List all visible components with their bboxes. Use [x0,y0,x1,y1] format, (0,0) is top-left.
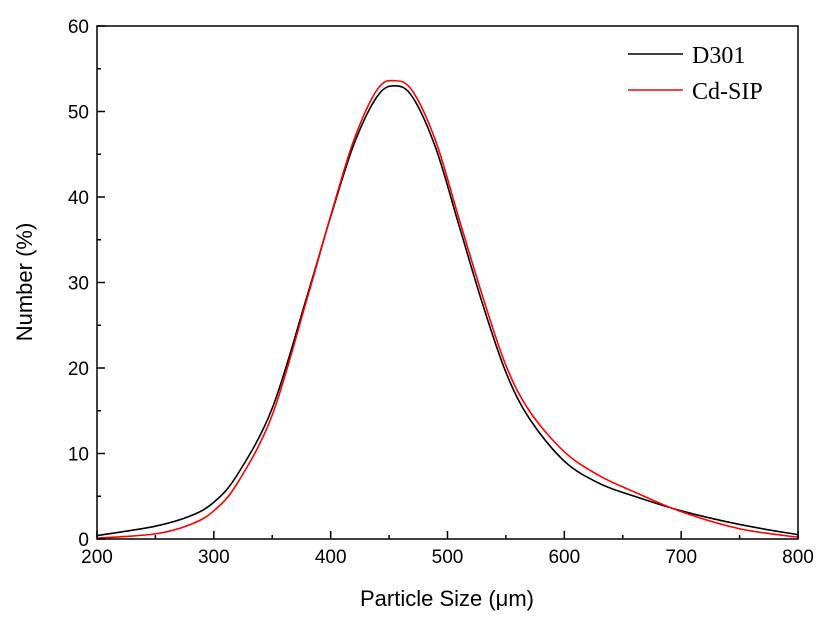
legend-label-d301: D301 [692,43,745,69]
y-tick-label: 60 [68,17,89,38]
x-tick-label: 200 [81,547,113,568]
legend-label-cd-sip: Cd-SIP [692,79,763,105]
y-tick-label: 30 [68,274,89,295]
y-tick-label: 40 [68,188,89,209]
y-tick-label: 50 [68,103,89,124]
x-tick-label: 700 [665,547,697,568]
ticks-layer: 200 300 400 500 600 700 800 0 10 20 30 40 50 60 [68,17,814,568]
y-tick-label: 20 [68,359,89,380]
x-tick-label: 600 [548,547,580,568]
x-tick-label: 800 [782,547,814,568]
series-layer [96,79,799,539]
y-axis-title: Number (%) [12,223,37,342]
x-tick-label: 300 [198,547,230,568]
x-tick-label: 400 [315,547,347,568]
legend: D301 Cd-SIP [628,43,763,105]
series-line-d301 [96,85,799,537]
y-tick-label: 10 [68,445,89,466]
x-tick-label: 500 [432,547,464,568]
x-axis-title: Particle Size (μm) [360,586,534,611]
series-line-cd-sip [96,79,799,539]
y-tick-label: 0 [78,530,89,551]
